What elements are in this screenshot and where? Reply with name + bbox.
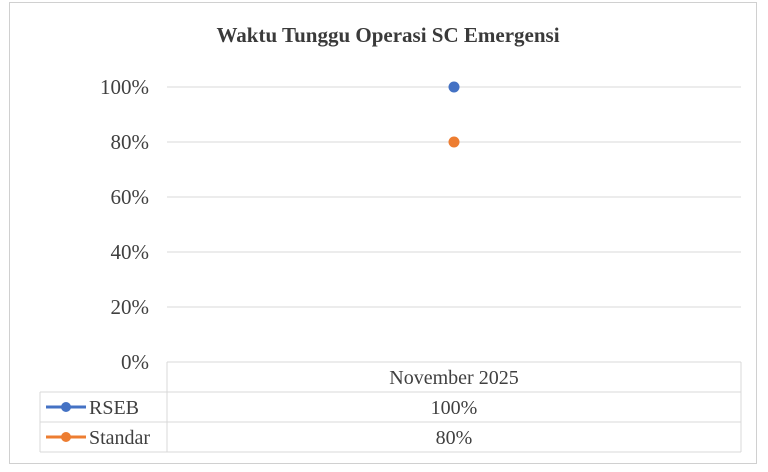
chart-title: Waktu Tunggu Operasi SC Emergensi xyxy=(216,23,559,47)
y-tick-label: 20% xyxy=(111,295,150,319)
y-axis-ticks: 100% 80% 60% 40% 20% 0% xyxy=(100,75,149,374)
data-points xyxy=(448,81,460,148)
y-tick-label: 100% xyxy=(100,75,149,99)
data-label: 100% xyxy=(431,397,478,419)
legend-key-marker xyxy=(61,432,71,442)
y-tick-label: 80% xyxy=(111,130,150,154)
data-table: November 2025 RSEB 100% Standar 80% xyxy=(39,361,742,453)
data-point xyxy=(448,81,460,93)
category-label: November 2025 xyxy=(389,367,518,389)
series-name: RSEB xyxy=(89,397,139,419)
y-tick-label: 60% xyxy=(111,185,150,209)
series-name: Standar xyxy=(89,427,150,449)
y-tick-label: 40% xyxy=(111,240,150,264)
chart-frame xyxy=(9,2,757,464)
data-point xyxy=(448,136,460,148)
legend-key-marker xyxy=(61,402,71,412)
gridlines xyxy=(167,86,741,308)
data-label: 80% xyxy=(436,427,473,449)
y-tick-label: 0% xyxy=(121,350,149,374)
